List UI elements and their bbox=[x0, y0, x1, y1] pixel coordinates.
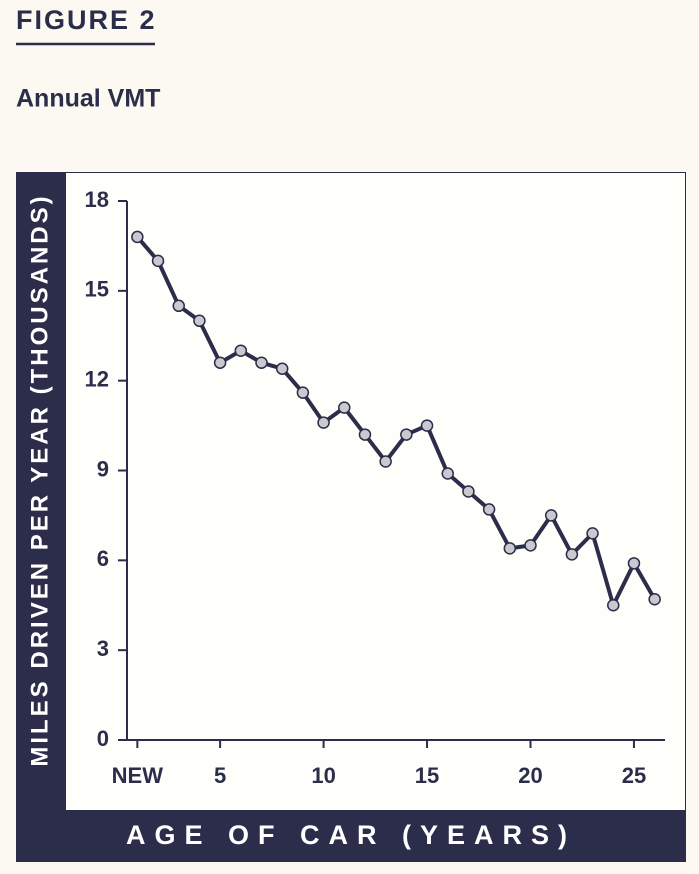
point bbox=[193, 314, 206, 328]
point bbox=[627, 557, 641, 570]
point bbox=[379, 455, 392, 468]
point bbox=[420, 419, 434, 432]
y-axis-label: MILES DRIVEN PER YEAR (THOUSANDS) bbox=[26, 193, 53, 766]
point bbox=[317, 416, 330, 429]
x-tick-label: 5 bbox=[214, 763, 226, 788]
figure-label: FIGURE 2 bbox=[16, 5, 157, 35]
y-tick-label: 9 bbox=[97, 456, 109, 481]
point bbox=[586, 527, 599, 540]
y-tick-label: 6 bbox=[97, 546, 109, 571]
x-tick-label: NEW bbox=[112, 763, 164, 788]
point bbox=[648, 593, 661, 606]
point bbox=[213, 356, 227, 369]
point bbox=[607, 599, 620, 612]
point bbox=[565, 548, 579, 561]
point bbox=[131, 230, 144, 244]
x-tick-label: 20 bbox=[518, 763, 542, 788]
x-axis-label: AGE OF CAR (YEARS) bbox=[126, 820, 576, 850]
point bbox=[338, 401, 351, 414]
point bbox=[172, 299, 185, 313]
y-tick-label: 18 bbox=[85, 187, 109, 212]
plot-area bbox=[66, 173, 685, 810]
point bbox=[400, 428, 413, 441]
x-tick-label: 25 bbox=[622, 763, 646, 788]
point bbox=[358, 428, 372, 441]
point bbox=[544, 509, 558, 522]
y-tick-label: 12 bbox=[85, 366, 109, 391]
point bbox=[296, 386, 310, 399]
x-tick-label: 15 bbox=[415, 763, 439, 788]
point bbox=[255, 356, 268, 369]
point bbox=[441, 467, 454, 480]
point bbox=[151, 254, 165, 268]
point bbox=[482, 503, 496, 516]
point bbox=[234, 344, 248, 357]
y-tick-label: 3 bbox=[97, 636, 109, 661]
x-tick-label: 10 bbox=[311, 763, 335, 788]
y-tick-label: 15 bbox=[85, 277, 109, 302]
point bbox=[503, 542, 517, 555]
point bbox=[524, 539, 537, 552]
point bbox=[275, 362, 289, 375]
chart-title: Annual VMT bbox=[16, 85, 160, 113]
y-tick-label: 0 bbox=[97, 726, 109, 751]
point bbox=[462, 485, 475, 498]
